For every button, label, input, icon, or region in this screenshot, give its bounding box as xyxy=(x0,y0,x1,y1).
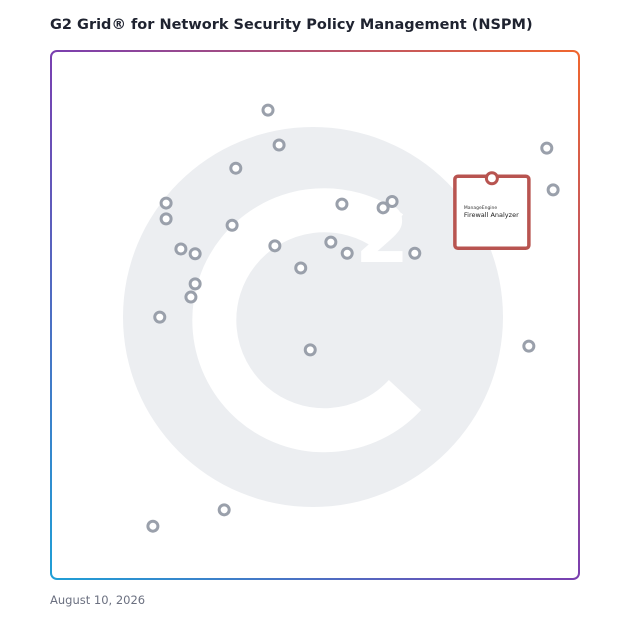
point xyxy=(188,277,202,291)
point xyxy=(272,138,286,152)
point xyxy=(540,141,554,155)
highlight-brand: ManageEngine xyxy=(464,205,498,211)
point xyxy=(225,218,239,232)
point xyxy=(408,246,422,260)
highlight-product: Firewall Analyzer xyxy=(464,211,519,219)
point xyxy=(146,519,160,533)
point xyxy=(153,310,167,324)
g2-logo: 2 xyxy=(123,127,503,507)
point xyxy=(174,242,188,256)
point xyxy=(159,212,173,226)
point xyxy=(217,503,231,517)
point xyxy=(324,235,338,249)
point xyxy=(546,183,560,197)
chart-title: G2 Grid® for Network Security Policy Man… xyxy=(50,17,533,33)
point xyxy=(294,261,308,275)
point xyxy=(159,196,173,210)
point xyxy=(188,247,202,261)
point xyxy=(376,201,390,215)
point xyxy=(522,339,536,353)
point xyxy=(229,161,243,175)
point xyxy=(184,290,198,304)
date: August 10, 2026 xyxy=(50,593,145,607)
point xyxy=(303,343,317,357)
point xyxy=(268,239,282,253)
highlight-point xyxy=(484,171,499,186)
point xyxy=(335,197,349,211)
grid-border xyxy=(50,50,580,580)
point xyxy=(261,103,275,117)
point xyxy=(385,194,399,208)
point xyxy=(340,246,354,260)
